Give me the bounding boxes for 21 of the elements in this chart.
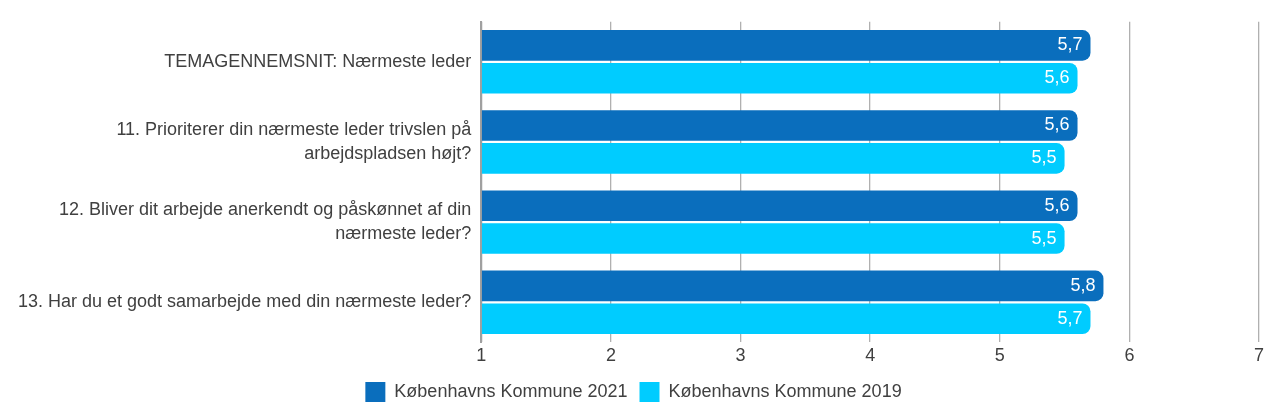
y-tick-label: 13. Har du et godt samarbejde med din nærmeste leder? bbox=[17, 291, 472, 312]
x-tick-label: 6 bbox=[1124, 345, 1135, 366]
x-tick-label: 5 bbox=[994, 345, 1005, 366]
x-tick-label: 1 bbox=[476, 345, 487, 366]
data-label: 5,8 bbox=[1070, 274, 1096, 295]
data-label: 5,7 bbox=[1057, 307, 1083, 328]
data-label: 5,6 bbox=[1044, 114, 1070, 135]
data-label: 5,7 bbox=[1057, 34, 1083, 55]
legend-label: Københavns Kommune 2019 bbox=[668, 380, 902, 401]
data-label: 5,6 bbox=[1044, 194, 1070, 215]
y-tick-label: TEMAGENNEMSNIT: Nærmeste leder bbox=[164, 50, 472, 71]
y-tick-label: 12. Bliver dit arbejde anerkendt og påskønnet af din nærmeste leder? bbox=[58, 199, 472, 243]
data-label: 5,6 bbox=[1044, 67, 1070, 88]
data-label: 5,5 bbox=[1031, 227, 1057, 248]
legend-label: Københavns Kommune 2021 bbox=[394, 380, 628, 401]
x-tick-label: 7 bbox=[1253, 345, 1265, 366]
x-tick-label: 3 bbox=[735, 345, 746, 366]
data-label: 5,5 bbox=[1031, 147, 1057, 168]
y-tick-label: 11. Prioriterer din nærmeste leder trivslen på arbejdspladsen højt? bbox=[116, 119, 473, 163]
x-tick-label: 2 bbox=[605, 345, 616, 366]
x-tick-label: 4 bbox=[865, 345, 876, 366]
